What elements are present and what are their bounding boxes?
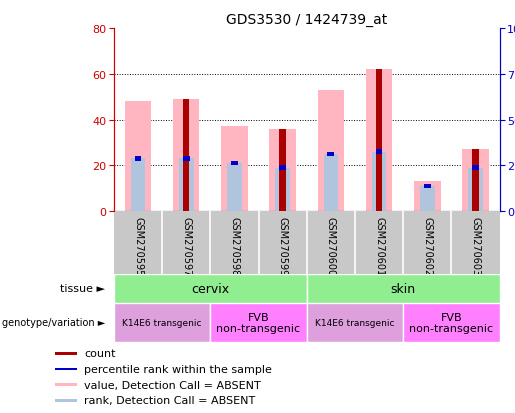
FancyBboxPatch shape	[307, 303, 403, 342]
Bar	[131, 159, 145, 211]
FancyBboxPatch shape	[403, 303, 500, 342]
Bar	[179, 159, 194, 211]
Text: rank, Detection Call = ABSENT: rank, Detection Call = ABSENT	[84, 395, 255, 405]
Text: value, Detection Call = ABSENT: value, Detection Call = ABSENT	[84, 380, 261, 390]
Bar	[279, 166, 286, 171]
Bar	[55, 383, 77, 386]
Text: GSM270598: GSM270598	[229, 216, 239, 276]
Text: GSM270601: GSM270601	[374, 216, 384, 275]
Text: GSM270599: GSM270599	[278, 216, 288, 276]
Bar	[420, 187, 435, 211]
Text: FVB
non-transgenic: FVB non-transgenic	[216, 312, 301, 333]
Bar	[414, 182, 440, 211]
Bar	[472, 166, 479, 171]
Bar	[55, 368, 77, 370]
Bar	[366, 70, 392, 211]
FancyBboxPatch shape	[114, 303, 210, 342]
FancyBboxPatch shape	[210, 303, 307, 342]
Bar	[318, 90, 344, 211]
FancyBboxPatch shape	[114, 274, 307, 303]
Text: GSM270603: GSM270603	[470, 216, 480, 275]
Text: GSM270595: GSM270595	[133, 216, 143, 276]
Bar	[280, 129, 286, 211]
Text: K14E6 transgenic: K14E6 transgenic	[315, 318, 394, 327]
Text: skin: skin	[390, 282, 416, 295]
Bar	[468, 168, 483, 211]
Text: GSM270597: GSM270597	[181, 216, 191, 276]
Text: count: count	[84, 349, 116, 358]
Bar	[55, 352, 77, 355]
FancyBboxPatch shape	[307, 274, 500, 303]
Text: GSM270602: GSM270602	[422, 216, 432, 276]
Text: percentile rank within the sample: percentile rank within the sample	[84, 364, 272, 374]
Bar	[125, 102, 151, 211]
Text: FVB
non-transgenic: FVB non-transgenic	[409, 312, 493, 333]
Text: genotype/variation ►: genotype/variation ►	[2, 318, 105, 328]
Bar	[231, 161, 238, 166]
Text: tissue ►: tissue ►	[60, 284, 105, 294]
Text: K14E6 transgenic: K14E6 transgenic	[123, 318, 202, 327]
Bar	[183, 157, 190, 161]
Bar	[134, 157, 142, 161]
Bar	[221, 127, 248, 211]
Title: GDS3530 / 1424739_at: GDS3530 / 1424739_at	[226, 12, 387, 26]
Bar	[55, 399, 77, 402]
Bar	[173, 100, 199, 211]
Bar	[269, 129, 296, 211]
Bar	[372, 152, 386, 211]
Bar	[183, 100, 190, 211]
Bar	[328, 152, 334, 157]
Bar	[424, 184, 431, 189]
Bar	[462, 150, 489, 211]
Bar	[227, 164, 242, 211]
Bar	[323, 154, 338, 211]
Text: cervix: cervix	[191, 282, 229, 295]
Bar	[276, 168, 290, 211]
Bar	[472, 150, 478, 211]
Bar	[375, 150, 383, 154]
Bar	[376, 70, 382, 211]
Text: GSM270600: GSM270600	[326, 216, 336, 275]
